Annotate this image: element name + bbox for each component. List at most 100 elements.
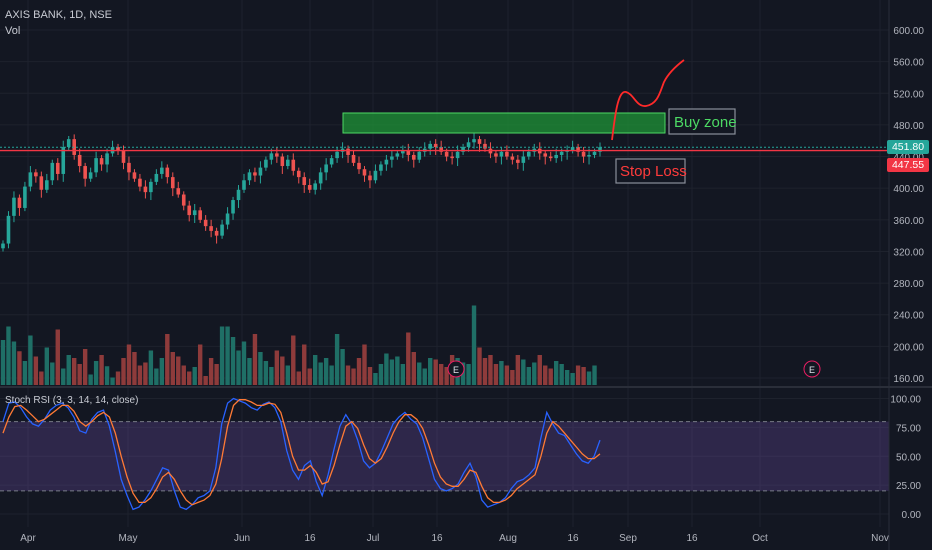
candle[interactable]	[302, 177, 307, 186]
volume-label[interactable]: Vol	[5, 25, 20, 37]
candle[interactable]	[521, 156, 526, 163]
stop-loss-price-tag[interactable]: 447.55	[887, 157, 929, 172]
candle[interactable]	[384, 159, 389, 165]
stoch-rsi-axis[interactable]: 100.00 75.00 50.00 25.00 0.00	[890, 395, 921, 522]
candle[interactable]	[275, 153, 279, 157]
candle[interactable]	[247, 172, 252, 181]
candle[interactable]	[379, 164, 383, 171]
candle[interactable]	[264, 159, 268, 168]
candle[interactable]	[373, 170, 378, 181]
candle[interactable]	[428, 143, 433, 149]
candle[interactable]	[395, 153, 400, 157]
candle[interactable]	[505, 151, 509, 157]
candle[interactable]	[362, 169, 367, 176]
candle[interactable]	[324, 164, 328, 173]
candle[interactable]	[253, 172, 257, 176]
candle[interactable]	[510, 156, 515, 160]
candle[interactable]	[225, 213, 230, 225]
candle[interactable]	[1, 243, 5, 249]
candle[interactable]	[170, 177, 175, 189]
candle[interactable]	[368, 175, 372, 181]
candle[interactable]	[548, 156, 553, 159]
candle[interactable]	[105, 153, 109, 165]
candle[interactable]	[543, 153, 548, 157]
candle[interactable]	[450, 156, 454, 159]
candle[interactable]	[483, 143, 487, 149]
symbol-title[interactable]: AXIS BANK, 1D, NSE	[5, 9, 112, 21]
candle[interactable]	[390, 156, 394, 160]
candle[interactable]	[143, 186, 148, 193]
earnings-marker-2[interactable]: E	[803, 360, 821, 378]
candle[interactable]	[444, 151, 449, 157]
candle[interactable]	[592, 151, 597, 155]
candle[interactable]	[132, 172, 137, 179]
candle[interactable]	[39, 176, 44, 190]
candle[interactable]	[242, 180, 246, 190]
candle[interactable]	[192, 210, 197, 216]
candle[interactable]	[94, 158, 98, 173]
candle[interactable]	[313, 183, 317, 190]
candle[interactable]	[127, 162, 131, 173]
candle[interactable]	[576, 147, 580, 152]
candle[interactable]	[461, 147, 465, 152]
candle[interactable]	[203, 219, 208, 227]
candle-series[interactable]	[1, 132, 602, 252]
candle[interactable]	[99, 158, 104, 165]
candle[interactable]	[231, 200, 235, 214]
candle[interactable]	[417, 151, 422, 160]
stoch-rsi-title[interactable]: Stoch RSI (3, 3, 14, 14, close)	[5, 395, 138, 406]
candle[interactable]	[318, 172, 323, 184]
candle[interactable]	[72, 139, 77, 155]
candle[interactable]	[149, 181, 153, 193]
candle[interactable]	[28, 172, 33, 187]
candle[interactable]	[55, 162, 60, 174]
candle[interactable]	[181, 194, 186, 206]
candle[interactable]	[220, 224, 224, 236]
earnings-marker-1[interactable]: E	[447, 360, 465, 378]
candle[interactable]	[587, 154, 591, 157]
candle[interactable]	[66, 139, 71, 148]
candle[interactable]	[581, 151, 586, 157]
candle[interactable]	[494, 153, 498, 157]
candle[interactable]	[411, 154, 416, 160]
candle[interactable]	[17, 197, 22, 208]
candle[interactable]	[286, 159, 290, 167]
candle[interactable]	[477, 139, 482, 144]
candle[interactable]	[83, 166, 87, 179]
candle[interactable]	[154, 173, 159, 182]
candle[interactable]	[570, 147, 575, 151]
candle[interactable]	[214, 230, 219, 236]
candle[interactable]	[472, 139, 476, 143]
candle[interactable]	[45, 180, 49, 190]
last-price-tag[interactable]: 451.80	[887, 140, 929, 155]
candle[interactable]	[236, 189, 241, 201]
candle[interactable]	[559, 151, 564, 155]
time-axis[interactable]: Apr May Jun 16 Jul 16 Aug 16 Sep 16 Oct Nov	[20, 533, 889, 544]
projection-curve[interactable]	[611, 59, 685, 141]
candle[interactable]	[296, 170, 301, 178]
candle[interactable]	[88, 172, 93, 179]
candle[interactable]	[526, 151, 531, 157]
candle[interactable]	[34, 172, 38, 177]
candle[interactable]	[554, 154, 558, 159]
candle[interactable]	[61, 147, 66, 174]
candle[interactable]	[516, 159, 520, 163]
candle[interactable]	[187, 205, 192, 216]
candle[interactable]	[269, 153, 274, 160]
candle[interactable]	[351, 154, 356, 163]
candle[interactable]	[329, 158, 334, 165]
candle[interactable]	[335, 151, 339, 159]
candle[interactable]	[209, 226, 213, 231]
buy-zone-rect[interactable]	[342, 112, 666, 134]
candle[interactable]	[466, 142, 471, 148]
candle[interactable]	[198, 210, 202, 220]
candle[interactable]	[357, 162, 361, 170]
candle[interactable]	[138, 178, 142, 187]
candle[interactable]	[291, 159, 296, 171]
candle[interactable]	[406, 150, 411, 155]
candle[interactable]	[50, 162, 55, 181]
candle[interactable]	[12, 197, 16, 216]
candle[interactable]	[307, 185, 312, 190]
candle[interactable]	[499, 151, 504, 157]
